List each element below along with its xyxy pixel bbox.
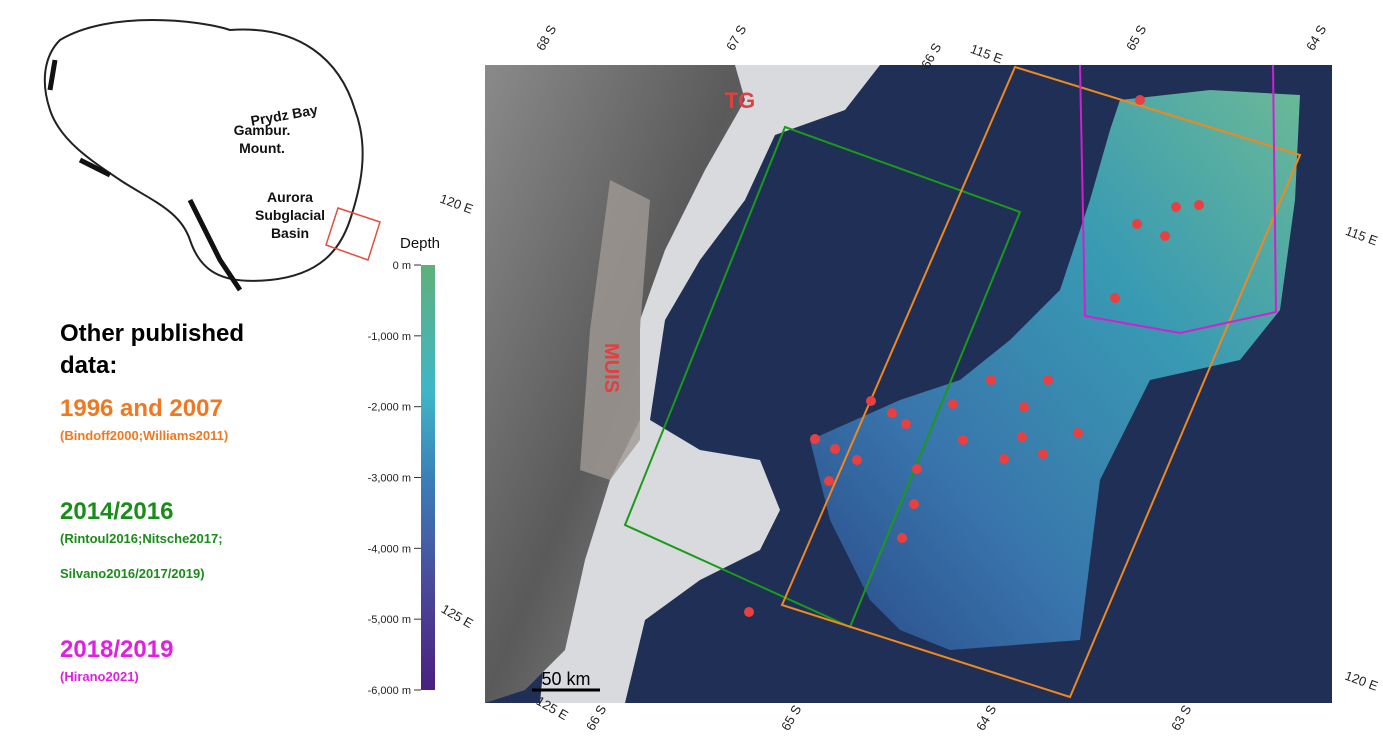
sample-site (958, 435, 968, 445)
legend-entry: 1996 and 2007 (60, 395, 223, 422)
graticule-label: 120 E (1343, 668, 1380, 694)
legend-ref: Silvano2016/2017/2019) (60, 566, 205, 581)
figure: Prydz BayGambur.Mount.AuroraSubglacialBa… (0, 0, 1383, 745)
inset-label: Aurora (267, 189, 313, 205)
legend-title: Other published data: (60, 318, 244, 382)
inset-label: Subglacial (255, 207, 325, 223)
sample-site (1171, 202, 1181, 212)
graticule-label: 68 S (533, 22, 560, 53)
sample-site (999, 454, 1009, 464)
sample-site (824, 476, 834, 486)
sample-site (1043, 375, 1053, 385)
graticule-label: 67 S (723, 22, 750, 53)
legend-title-line: data: (60, 352, 117, 379)
inset-label: Mount. (239, 140, 285, 156)
sample-site (866, 396, 876, 406)
map-label: TG (725, 88, 756, 113)
sample-site (912, 464, 922, 474)
colorbar-tick-label: -3,000 m (368, 473, 411, 485)
sample-site (1017, 432, 1027, 442)
graticule-label: 65 S (1123, 22, 1150, 53)
sample-site (897, 533, 907, 543)
scale-label: 50 km (541, 669, 590, 689)
sample-site (1194, 200, 1204, 210)
colorbar-tick-label: -6,000 m (368, 685, 411, 697)
sample-site (810, 434, 820, 444)
graticule-label: 64 S (1303, 22, 1330, 53)
colorbar-tick-label: -1,000 m (368, 331, 411, 343)
graticule-label: 115 E (968, 41, 1004, 66)
map-label: MUIS (600, 343, 622, 393)
graticule-label: 125 E (439, 601, 476, 631)
sample-site (909, 499, 919, 509)
legend-title-line: Other published (60, 320, 244, 347)
colorbar-tick-label: -4,000 m (368, 543, 411, 555)
graticule-label: 63 S (1168, 702, 1195, 733)
inset-continent (45, 20, 363, 281)
graticule-label: 66 S (583, 702, 610, 733)
sample-site (1038, 449, 1048, 459)
graticule-label: 65 S (778, 702, 805, 733)
graticule-label: 115 E (1343, 223, 1379, 248)
sample-site (901, 419, 911, 429)
sample-site (830, 444, 840, 454)
legend-ref: (Bindoff2000;Williams2011) (60, 428, 228, 443)
sample-site (887, 408, 897, 418)
sample-site (852, 455, 862, 465)
sample-site (1135, 95, 1145, 105)
sample-site (1160, 231, 1170, 241)
graticule-label: 120 E (438, 191, 475, 217)
colorbar-tick-label: 0 m (393, 260, 411, 272)
sample-site (1073, 428, 1083, 438)
colorbar-tick-label: -5,000 m (368, 614, 411, 626)
colorbar-title: Depth (400, 235, 440, 252)
graticule-label: 64 S (973, 702, 1000, 733)
inset-label: Basin (271, 225, 309, 241)
legend-ref: (Hirano2021) (60, 669, 139, 684)
colorbar (421, 265, 435, 690)
legend-entry: 2018/2019 (60, 636, 173, 663)
inset-label: Gambur. (234, 122, 291, 138)
sample-site (986, 375, 996, 385)
sample-site (1019, 402, 1029, 412)
sample-site (948, 399, 958, 409)
sample-site (744, 607, 754, 617)
legend-ref: (Rintoul2016;Nitsche2017; (60, 531, 223, 546)
sample-site (1110, 293, 1120, 303)
colorbar-tick-label: -2,000 m (368, 402, 411, 414)
legend-entry: 2014/2016 (60, 498, 173, 525)
sample-site (1132, 219, 1142, 229)
